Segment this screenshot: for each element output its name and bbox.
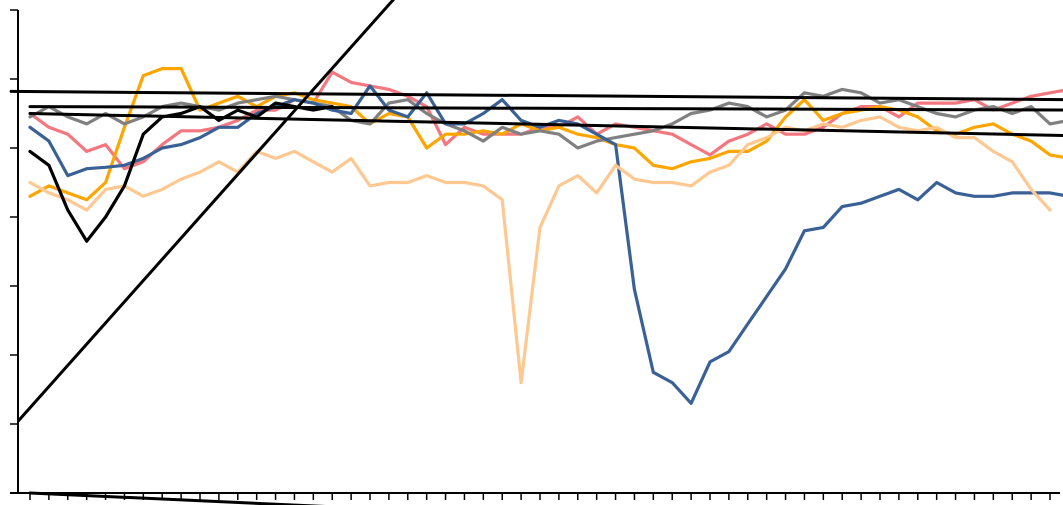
series-line-1 [28, 70, 1063, 171]
y-ticks [10, 9, 18, 494]
overlay-lines [9, 0, 1063, 505]
overlay-line-3 [28, 105, 1063, 112]
overlay-line-2 [9, 89, 1063, 102]
series-line-2 [28, 66, 1063, 202]
overlay-line-5 [28, 491, 326, 505]
series-line-5 [28, 115, 1052, 385]
overlay-line-1 [17, 0, 396, 423]
series-line-6 [28, 101, 334, 243]
overlay-line-4 [28, 112, 1063, 137]
